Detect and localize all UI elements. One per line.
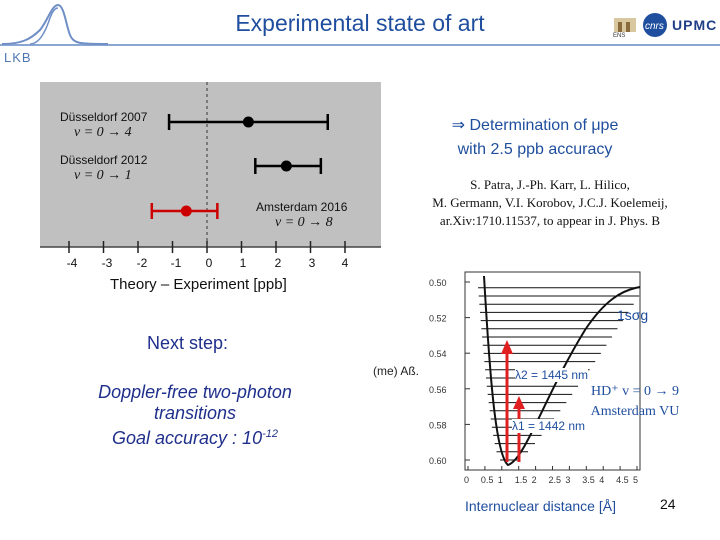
x-tick-label: 4 — [341, 256, 349, 270]
x-tick-label: 1 — [498, 475, 503, 485]
data-point — [280, 160, 292, 172]
x-tick-label: -2 — [136, 256, 148, 270]
goal-accuracy-exponent: -12 — [262, 428, 278, 440]
potential-ylabel-fragment: (me) Aß. — [373, 364, 420, 378]
x-tick-label: 2.5 — [549, 475, 562, 485]
point-transition-amsterdam-2016: v = 0 → 8 — [275, 215, 333, 230]
determination-text: ⇒ Determination of μpe with 2.5 ppb accu… — [415, 114, 655, 162]
lambda1-label: λ1 = 1442 nm — [512, 419, 586, 433]
next-step-heading: Next step: — [147, 333, 229, 353]
potential-x-axis-label: Internuclear distance [Å] — [465, 498, 616, 514]
data-point — [242, 116, 254, 128]
lambda2-label: λ2 = 1445 nm — [515, 368, 589, 382]
determination-line2: with 2.5 ppb accuracy — [457, 141, 613, 158]
reference-line2: M. Germann, V.I. Korobov, J.C.J. Koeleme… — [432, 195, 668, 210]
next-step-line2: transitions — [153, 403, 237, 423]
svg-text:ENS: ENS — [613, 33, 625, 38]
arrowhead-icon — [501, 340, 513, 354]
y-tick-label: 0.60 — [429, 456, 447, 466]
goal-accuracy-text: Goal accuracy : 10 — [112, 428, 263, 448]
x-tick-label: 0 — [205, 256, 213, 270]
header-rule — [0, 44, 720, 46]
y-tick-label: 0.58 — [429, 420, 447, 430]
point-label-amsterdam-2016: Amsterdam 2016 — [256, 200, 348, 214]
x-tick-label: 4.5 — [616, 475, 629, 485]
molecule-line1: HD⁺ v = 0 → 9 — [590, 384, 679, 399]
lkb-wave-icon — [1, 3, 109, 45]
ens-logo: ENS — [612, 16, 638, 39]
x-tick-label: 4 — [599, 475, 604, 485]
x-tick-label: 1 — [239, 256, 247, 270]
reference-citation: S. Patra, J.-Ph. Karr, L. Hilico, M. Ger… — [405, 176, 695, 230]
page-number: 24 — [660, 496, 676, 512]
y-tick-label: 0.56 — [429, 385, 447, 395]
x-tick-label: 3 — [308, 256, 316, 270]
arrowhead-icon — [513, 396, 525, 409]
y-tick-label: 0.50 — [429, 278, 447, 288]
comparison-plot — [40, 82, 381, 253]
x-axis-label: Theory – Experiment [ppb] — [110, 276, 287, 293]
upmc-logo-text: UPMC — [672, 17, 718, 33]
slide-title: Experimental state of art — [235, 10, 485, 36]
comparison-plot-background — [40, 82, 381, 247]
lkb-logo: LKB — [4, 50, 32, 65]
x-tick-label: -1 — [170, 256, 182, 270]
next-step-description: Doppler-free two-photon transitions Goal… — [60, 382, 330, 449]
point-transition-dusseldorf-2007: v = 0 → 4 — [74, 125, 132, 140]
data-point — [180, 205, 192, 217]
x-tick-label: 1.5 — [515, 475, 528, 485]
x-tick-label: 2 — [274, 256, 282, 270]
point-transition-dusseldorf-2012: v = 0 → 1 — [74, 168, 132, 183]
point-label-dusseldorf-2007: Düsseldorf 2007 — [60, 110, 148, 124]
y-tick-label: 0.54 — [429, 349, 447, 359]
x-tick-label: 0.5 — [481, 475, 494, 485]
cnrs-logo: cnrs — [640, 12, 670, 38]
next-step-line1: Doppler-free two-photon — [98, 382, 292, 402]
cnrs-logo-text: cnrs — [645, 21, 664, 32]
x-tick-label: 5 — [633, 475, 638, 485]
goal-accuracy: Goal accuracy : 10-12 — [60, 424, 330, 449]
x-tick-label: 3.5 — [582, 475, 595, 485]
point-label-dusseldorf-2012: Düsseldorf 2012 — [60, 153, 148, 167]
y-tick-label: 0.52 — [429, 314, 447, 324]
potential-curve — [483, 275, 641, 467]
x-tick-label: 3 — [565, 475, 570, 485]
reference-line1: S. Patra, J.-Ph. Karr, L. Hilico, — [470, 177, 630, 192]
x-tick-label: 0 — [464, 475, 469, 485]
molecule-label: HD⁺ v = 0 → 9 Amsterdam VU — [560, 382, 710, 422]
molecule-line2: Amsterdam VU — [590, 404, 680, 419]
x-tick-label: 2 — [532, 475, 537, 485]
determination-line1: ⇒ Determination of μpe — [451, 117, 619, 134]
x-tick-label: -3 — [101, 256, 113, 270]
reference-line3: ar.Xiv:1710.11537, to appear in J. Phys.… — [439, 213, 661, 228]
x-tick-label: -4 — [66, 256, 78, 270]
state-label: 1sσg — [617, 307, 649, 323]
